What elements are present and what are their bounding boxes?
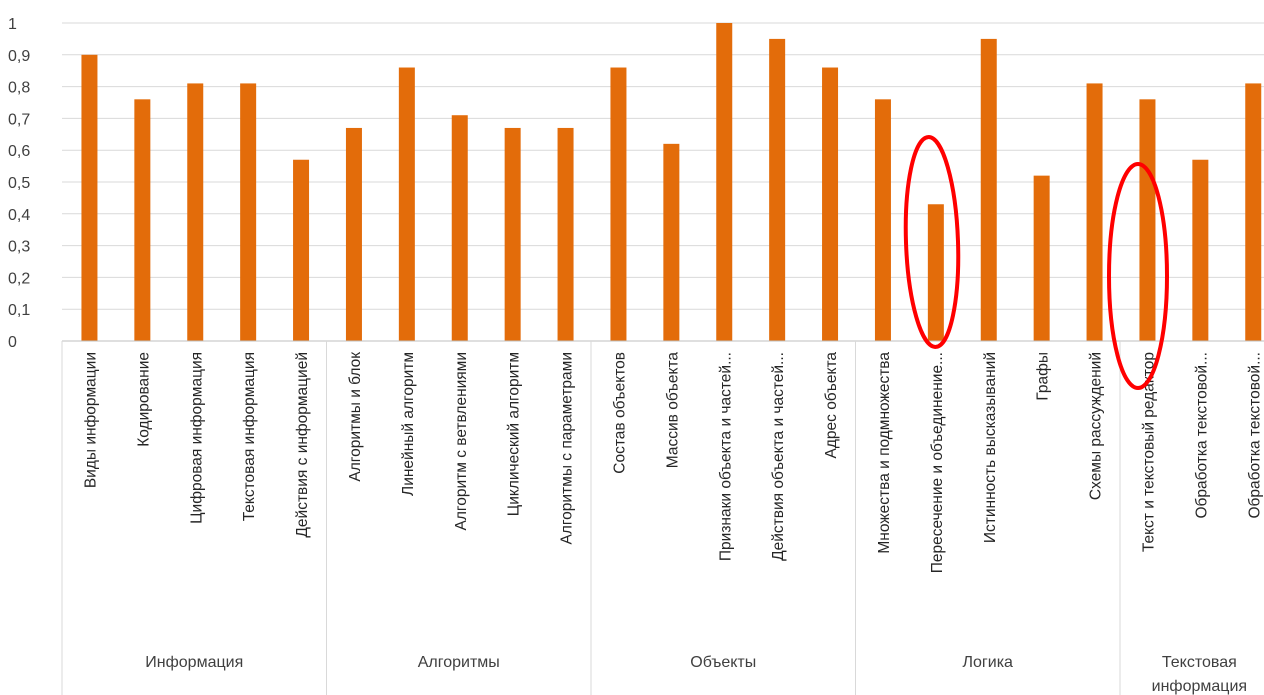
gridlines: [62, 22, 1264, 310]
y-tick-label: 0,5: [8, 175, 30, 192]
x-tick-label: Состав объектов: [611, 352, 628, 474]
x-tick-label: Действия с информацией: [294, 352, 311, 538]
highlight-ellipse: [903, 135, 961, 349]
bar: [769, 38, 786, 342]
bar: [240, 83, 257, 342]
bar: [345, 127, 362, 341]
x-tick-label: Обработка текстовой...: [1246, 352, 1263, 519]
y-tick-label: 0,9: [8, 48, 30, 65]
x-tick-label: Текст и текстовый редактор: [1140, 352, 1157, 552]
x-tick-label: Схемы рассуждений: [1088, 352, 1105, 500]
bar: [980, 38, 997, 342]
y-tick-label: 1: [8, 16, 17, 33]
y-axis-ticks: 0 0,1 0,2 0,3 0,4 0,5 0,6 0,7 0,8 0,9 1: [8, 16, 30, 351]
x-tick-label: Алгоритм с ветвлениями: [453, 352, 470, 530]
x-tick-label: Графы: [1035, 352, 1052, 401]
x-tick-label: Цифровая информация: [188, 352, 205, 524]
bar: [927, 204, 944, 341]
highlight-ellipse: [1107, 162, 1169, 390]
x-tick-label: Кодирование: [135, 352, 152, 447]
x-tick-label: Признаки объекта и частей...: [717, 352, 734, 561]
group-label: Алгоритмы: [418, 654, 500, 671]
bar: [187, 83, 204, 342]
bar: [1245, 83, 1262, 342]
x-tick-label: Виды информации: [82, 352, 99, 488]
y-tick-label: 0,8: [8, 80, 30, 97]
bar: [1086, 83, 1103, 342]
x-tick-label: Массив объекта: [664, 352, 681, 469]
bar: [663, 143, 680, 341]
x-tick-label: Циклический алгоритм: [506, 352, 523, 516]
bar: [504, 127, 521, 341]
bar: [134, 99, 151, 341]
bar: [81, 54, 98, 342]
bar: [557, 127, 574, 341]
bar: [874, 99, 891, 341]
y-tick-label: 0,4: [8, 207, 30, 224]
y-tick-label: 0,1: [8, 302, 30, 319]
group-label: Логика: [963, 654, 1014, 671]
bar: [1139, 99, 1156, 341]
bar: [451, 115, 468, 341]
group-labels: Информация Алгоритмы Объекты Логика Текстова…: [61, 341, 1247, 695]
x-tick-label: Алгоритмы с параметрами: [559, 352, 576, 545]
y-tick-label: 0,3: [8, 239, 30, 256]
x-tick-label: Адрес объекта: [823, 352, 840, 459]
bar: [398, 67, 415, 342]
bars: [81, 23, 1262, 342]
x-tick-label: Множества и подмножества: [876, 352, 893, 554]
x-tick-label: Линейный алгоритм: [400, 352, 417, 496]
y-tick-label: 0,6: [8, 143, 30, 160]
bar: [1192, 159, 1209, 341]
x-tick-label: Истинность высказываний: [982, 352, 999, 543]
y-tick-label: 0,7: [8, 111, 30, 128]
y-tick-label: 0,2: [8, 270, 30, 287]
group-label: Текстовая информация: [1152, 654, 1247, 695]
group-label: Информация: [145, 654, 243, 671]
highlight-ellipses: [903, 135, 1169, 390]
x-tick-label: Действия объекта и частей...: [770, 352, 787, 561]
bar: [716, 23, 733, 341]
x-tick-label: Алгоритмы и блок: [347, 352, 364, 482]
bar: [1033, 175, 1050, 341]
group-label: Объекты: [690, 654, 756, 671]
x-tick-label: Текстовая информация: [241, 352, 258, 521]
x-tick-label: Пересечение и объединение...: [929, 352, 946, 573]
bar: [293, 159, 310, 341]
category-labels: Виды информации Кодирование Цифровая инфор…: [82, 352, 1263, 574]
bar: [610, 67, 627, 342]
y-tick-label: 0: [8, 334, 17, 351]
x-tick-label: Обработка текстовой...: [1193, 352, 1210, 519]
bar: [822, 67, 839, 342]
